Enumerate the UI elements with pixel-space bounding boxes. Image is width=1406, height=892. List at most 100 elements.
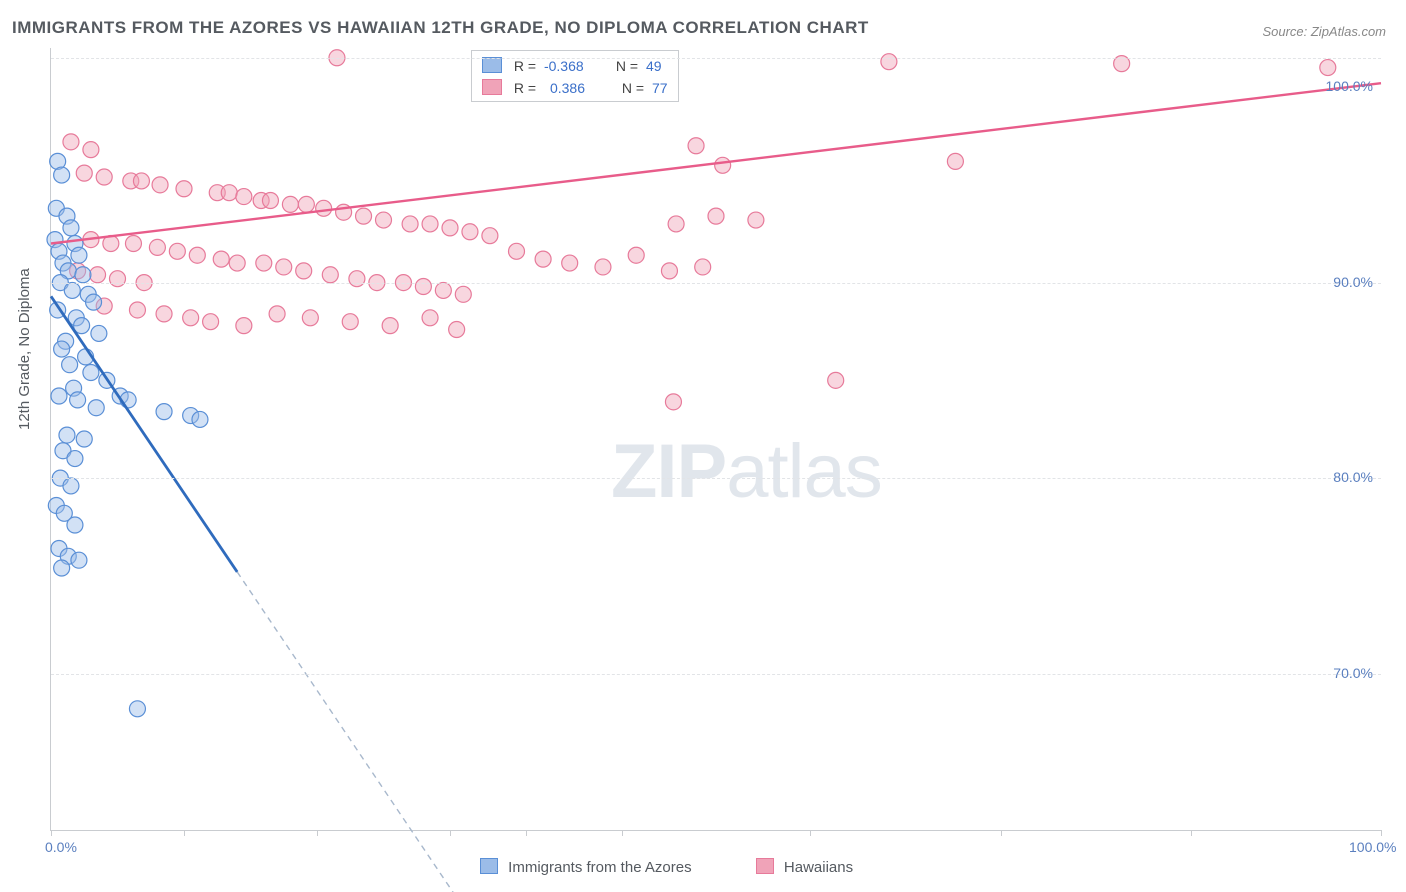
scatter-point bbox=[628, 247, 644, 263]
scatter-point bbox=[90, 267, 106, 283]
gridline bbox=[51, 478, 1381, 479]
x-tick bbox=[1381, 830, 1382, 836]
legend-item-b: Hawaiians bbox=[756, 858, 853, 876]
legend-label-b: Hawaiians bbox=[784, 859, 853, 876]
scatter-point bbox=[76, 431, 92, 447]
legend-label-a: Immigrants from the Azores bbox=[508, 859, 691, 876]
scatter-point bbox=[86, 294, 102, 310]
y-axis-label: 12th Grade, No Diploma bbox=[16, 268, 33, 430]
scatter-point bbox=[88, 400, 104, 416]
scatter-point bbox=[203, 314, 219, 330]
scatter-point bbox=[91, 325, 107, 341]
trend-line bbox=[237, 572, 516, 892]
x-tick bbox=[622, 830, 623, 836]
scatter-point bbox=[189, 247, 205, 263]
legend-item-a: Immigrants from the Azores bbox=[480, 858, 692, 876]
scatter-point bbox=[236, 318, 252, 334]
scatter-point bbox=[156, 306, 172, 322]
legend-swatch-b bbox=[756, 858, 774, 874]
gridline bbox=[51, 283, 1381, 284]
scatter-point bbox=[415, 279, 431, 295]
x-tick bbox=[450, 830, 451, 836]
scatter-point bbox=[59, 427, 75, 443]
scatter-point bbox=[83, 142, 99, 158]
scatter-point bbox=[96, 169, 112, 185]
scatter-point bbox=[298, 196, 314, 212]
scatter-point bbox=[688, 138, 704, 154]
scatter-point bbox=[169, 243, 185, 259]
scatter-point bbox=[269, 306, 285, 322]
x-tick bbox=[317, 830, 318, 836]
scatter-point bbox=[322, 267, 338, 283]
scatter-point bbox=[715, 157, 731, 173]
chart-title: IMMIGRANTS FROM THE AZORES VS HAWAIIAN 1… bbox=[12, 18, 869, 38]
scatter-point bbox=[947, 153, 963, 169]
scatter-point bbox=[402, 216, 418, 232]
scatter-point bbox=[221, 185, 237, 201]
scatter-point bbox=[708, 208, 724, 224]
scatter-point bbox=[462, 224, 478, 240]
scatter-point bbox=[67, 451, 83, 467]
scatter-point bbox=[376, 212, 392, 228]
scatter-point bbox=[881, 54, 897, 70]
scatter-point bbox=[382, 318, 398, 334]
scatter-point bbox=[562, 255, 578, 271]
scatter-point bbox=[276, 259, 292, 275]
scatter-point bbox=[422, 310, 438, 326]
scatter-point bbox=[63, 134, 79, 150]
scatter-point bbox=[236, 189, 252, 205]
scatter-point bbox=[63, 478, 79, 494]
x-tick-label: 100.0% bbox=[1349, 839, 1396, 855]
scatter-point bbox=[64, 282, 80, 298]
scatter-point bbox=[356, 208, 372, 224]
scatter-point bbox=[76, 165, 92, 181]
x-tick bbox=[526, 830, 527, 836]
scatter-point bbox=[125, 236, 141, 252]
x-tick bbox=[1001, 830, 1002, 836]
x-tick bbox=[184, 830, 185, 836]
scatter-point bbox=[449, 322, 465, 338]
gridline bbox=[51, 674, 1381, 675]
scatter-point bbox=[256, 255, 272, 271]
x-tick bbox=[1191, 830, 1192, 836]
scatter-point bbox=[349, 271, 365, 287]
scatter-point bbox=[213, 251, 229, 267]
scatter-point bbox=[192, 411, 208, 427]
scatter-point bbox=[54, 341, 70, 357]
x-tick bbox=[810, 830, 811, 836]
scatter-svg bbox=[51, 48, 1381, 830]
scatter-point bbox=[695, 259, 711, 275]
scatter-point bbox=[595, 259, 611, 275]
scatter-point bbox=[342, 314, 358, 330]
scatter-point bbox=[129, 302, 145, 318]
scatter-point bbox=[509, 243, 525, 259]
x-tick bbox=[51, 830, 52, 836]
y-tick-label: 70.0% bbox=[1333, 665, 1373, 681]
scatter-point bbox=[422, 216, 438, 232]
scatter-point bbox=[828, 372, 844, 388]
scatter-point bbox=[748, 212, 764, 228]
scatter-point bbox=[156, 404, 172, 420]
x-tick-label: 0.0% bbox=[45, 839, 77, 855]
scatter-point bbox=[71, 247, 87, 263]
scatter-point bbox=[75, 267, 91, 283]
scatter-point bbox=[183, 310, 199, 326]
scatter-point bbox=[1320, 60, 1336, 76]
scatter-point bbox=[133, 173, 149, 189]
scatter-point bbox=[54, 167, 70, 183]
scatter-point bbox=[149, 239, 165, 255]
y-tick-label: 90.0% bbox=[1333, 274, 1373, 290]
scatter-point bbox=[442, 220, 458, 236]
scatter-point bbox=[54, 560, 70, 576]
scatter-point bbox=[129, 701, 145, 717]
scatter-point bbox=[435, 282, 451, 298]
scatter-point bbox=[176, 181, 192, 197]
gridline bbox=[51, 58, 1381, 59]
series-legend: Immigrants from the Azores Hawaiians bbox=[480, 858, 913, 876]
y-tick-label: 100.0% bbox=[1326, 78, 1373, 94]
scatter-point bbox=[83, 365, 99, 381]
scatter-point bbox=[665, 394, 681, 410]
scatter-point bbox=[67, 517, 83, 533]
scatter-point bbox=[296, 263, 312, 279]
scatter-point bbox=[455, 286, 471, 302]
